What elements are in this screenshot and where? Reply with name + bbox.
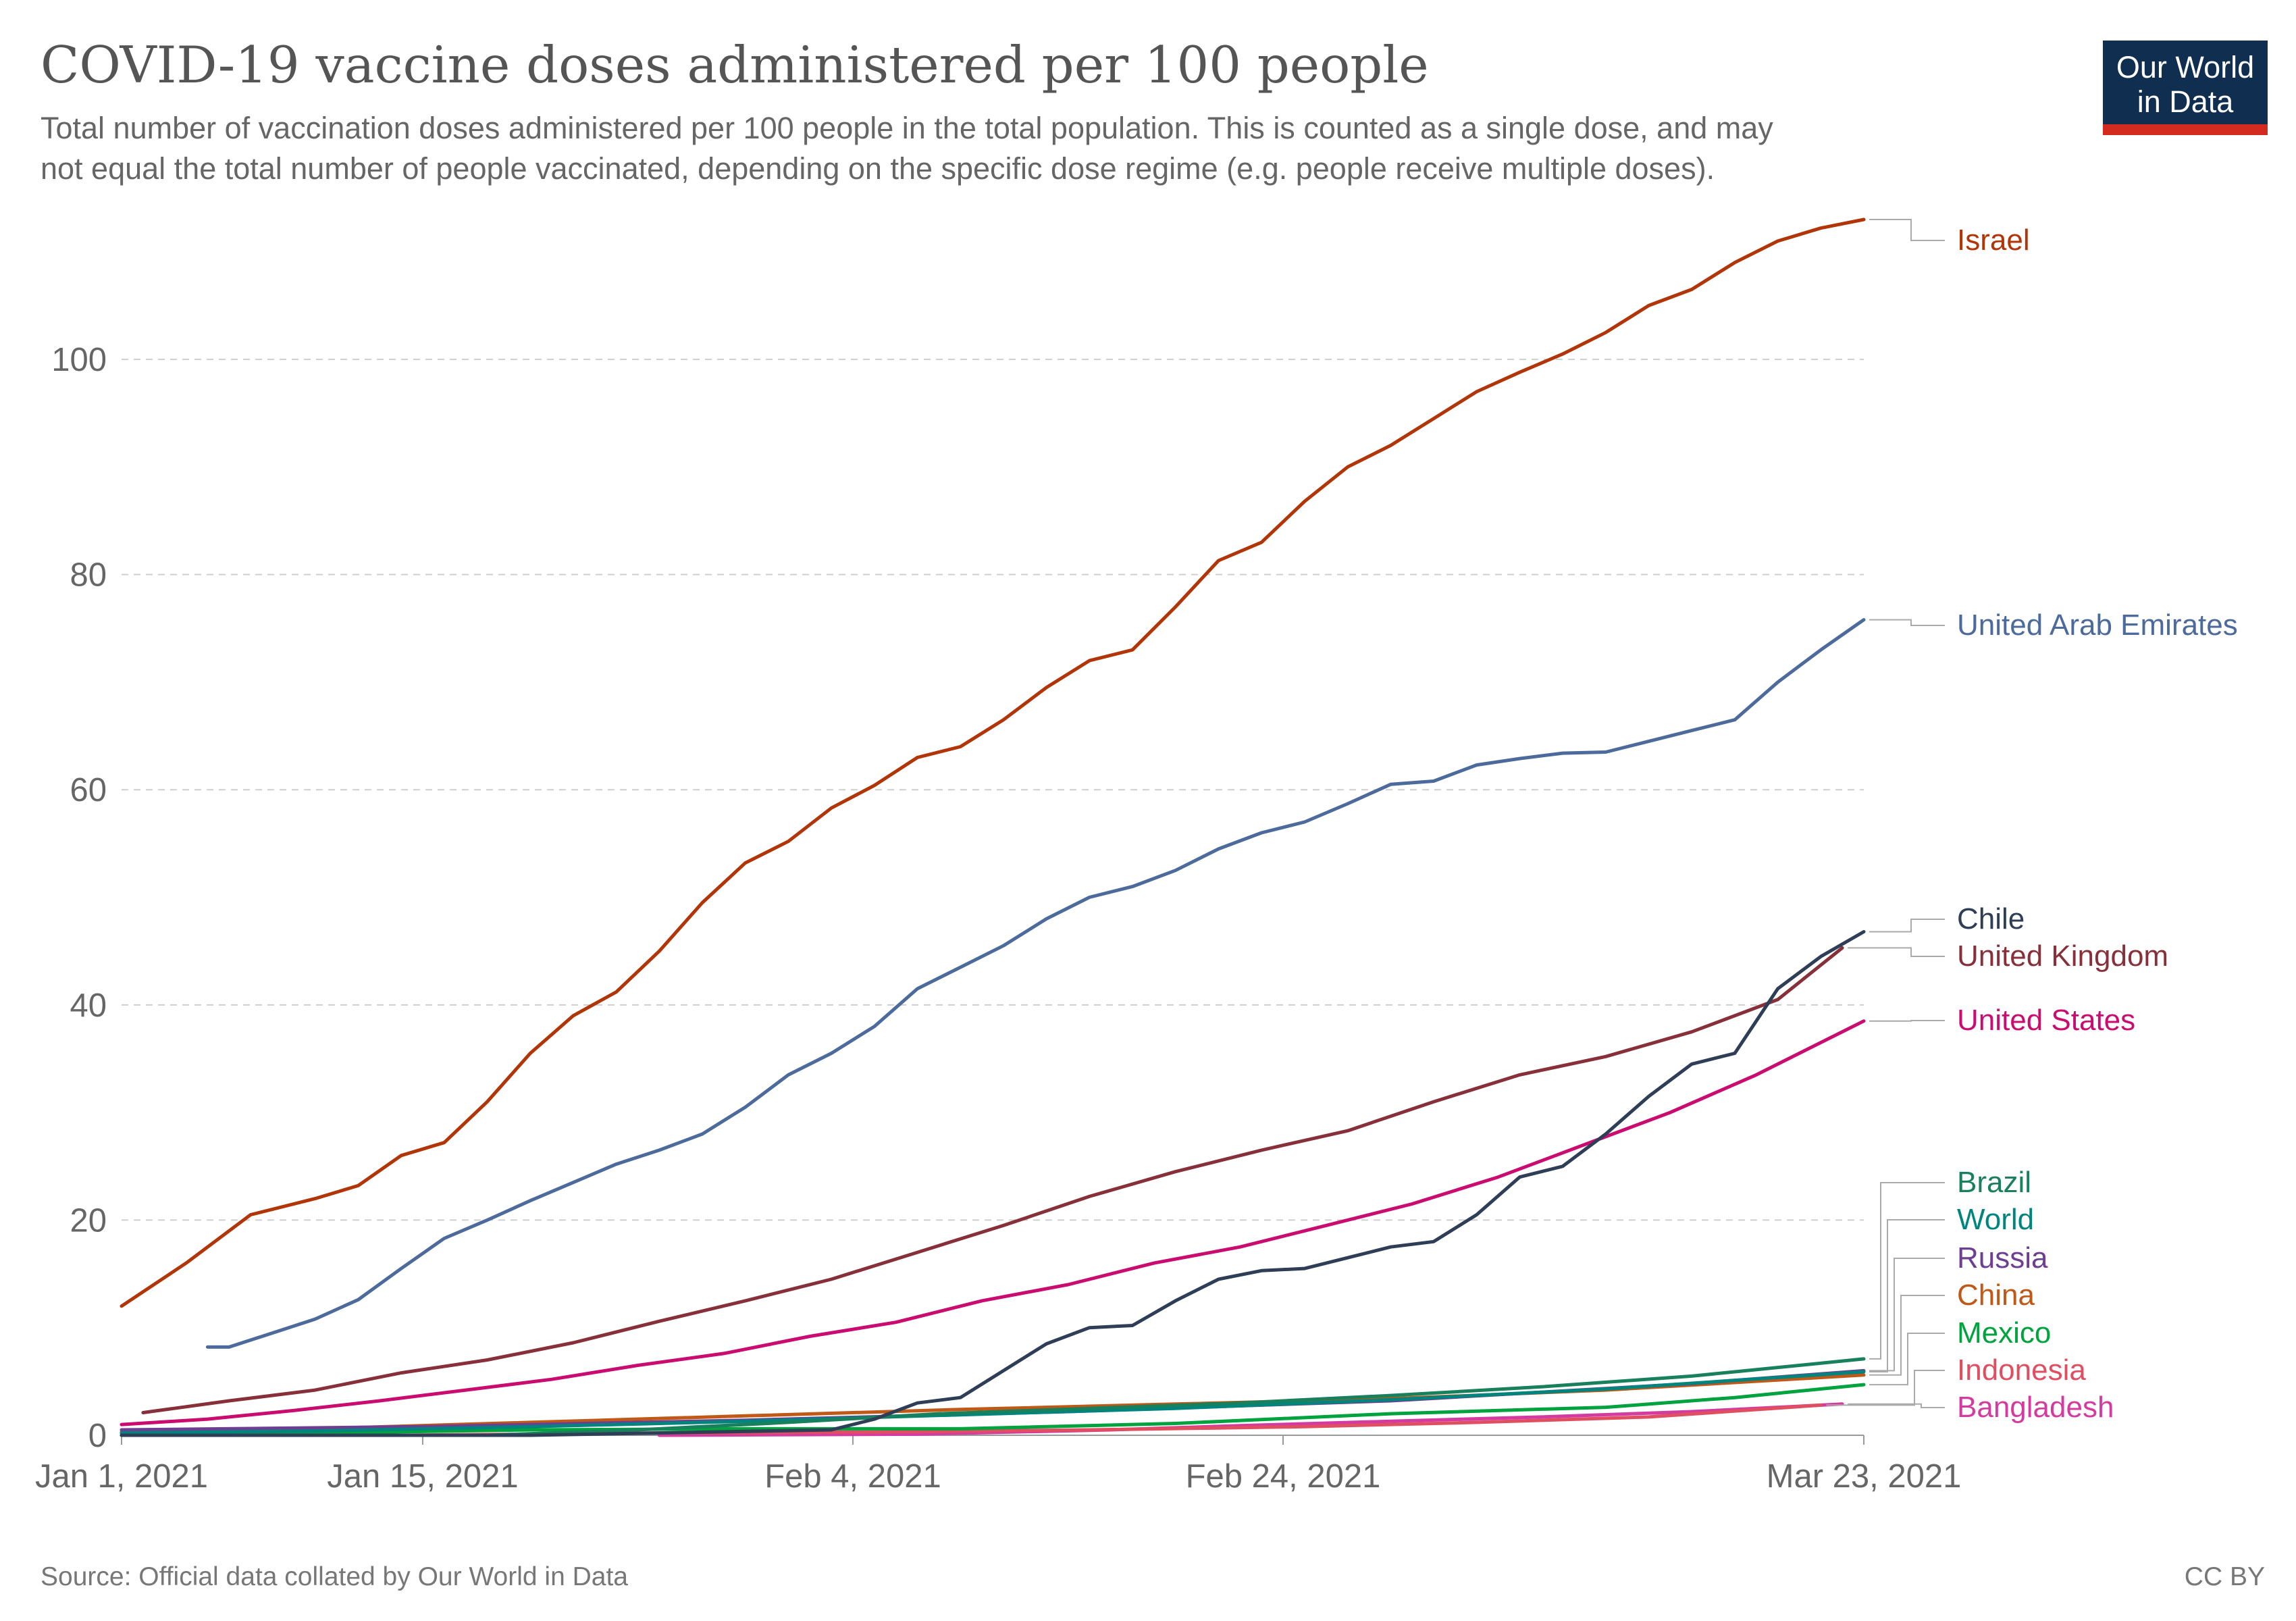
series-line-united-arab-emirates[interactable] bbox=[205, 618, 1866, 1349]
x-axis: Jan 1, 2021 Jan 15, 2021 Feb 4, 2021 Feb 24… bbox=[35, 1435, 1961, 1495]
y-tick-label: 100 bbox=[51, 342, 107, 378]
y-tick-label: 60 bbox=[70, 772, 107, 808]
label-leader-indonesia bbox=[1826, 1370, 1945, 1406]
label-leader-chile bbox=[1869, 919, 1945, 933]
x-tick-label: Jan 1, 2021 bbox=[35, 1458, 208, 1495]
label-leader-mexico bbox=[1869, 1333, 1945, 1386]
x-tick-label: Jan 15, 2021 bbox=[327, 1458, 518, 1495]
series-label-russia[interactable]: Russia bbox=[1957, 1241, 2048, 1275]
series-label-brazil[interactable]: Brazil bbox=[1957, 1166, 2031, 1199]
series-label-world[interactable]: World bbox=[1957, 1203, 2034, 1236]
logo-line2: in Data bbox=[2137, 84, 2235, 119]
series-line-brazil[interactable] bbox=[120, 1357, 1866, 1437]
label-leader-china bbox=[1869, 1295, 1945, 1376]
logo-line1: Our World bbox=[2116, 50, 2254, 84]
x-tick-label: Feb 24, 2021 bbox=[1186, 1458, 1381, 1495]
label-leader-united-arab-emirates bbox=[1869, 619, 1945, 626]
series-label-bangladesh[interactable]: Bangladesh bbox=[1957, 1391, 2114, 1424]
y-tick-label: 0 bbox=[88, 1418, 107, 1454]
series-line-israel[interactable] bbox=[120, 217, 1866, 1308]
series-label-indonesia[interactable]: Indonesia bbox=[1957, 1354, 2086, 1387]
series-lines bbox=[120, 217, 1866, 1437]
series-line-mexico[interactable] bbox=[120, 1383, 1866, 1437]
series-line-chile[interactable] bbox=[120, 930, 1866, 1437]
y-axis: 0 20 40 60 80 100 bbox=[51, 342, 107, 1454]
x-tick-label: Mar 23, 2021 bbox=[1767, 1458, 1962, 1495]
series-line-world[interactable] bbox=[120, 1370, 1866, 1435]
label-leader-brazil bbox=[1869, 1182, 1945, 1360]
label-leader-israel bbox=[1869, 219, 1945, 241]
series-label-chile[interactable]: Chile bbox=[1957, 902, 2025, 935]
owid-logo[interactable]: Our World in Data bbox=[2103, 41, 2268, 135]
label-leader-russia bbox=[1869, 1258, 1945, 1372]
series-label-united-arab-emirates[interactable]: United Arab Emirates bbox=[1957, 609, 2238, 642]
logo-background bbox=[2103, 41, 2268, 130]
label-leader-bangladesh bbox=[1848, 1403, 1945, 1408]
x-tick-label: Feb 4, 2021 bbox=[764, 1458, 941, 1495]
gridlines bbox=[122, 359, 1864, 1436]
series-line-united-states[interactable] bbox=[120, 1019, 1866, 1426]
chart-subtitle-line2: not equal the total number of people vac… bbox=[41, 151, 1715, 186]
label-leader-world bbox=[1869, 1219, 1945, 1373]
series-label-united-kingdom[interactable]: United Kingdom bbox=[1957, 940, 2168, 973]
y-tick-label: 80 bbox=[70, 557, 107, 594]
series-line-united-kingdom[interactable] bbox=[141, 946, 1844, 1414]
series-labels: Israel United Arab Emirates Chile United Ki… bbox=[1826, 219, 2238, 1424]
chart-title: COVID-19 vaccine doses administered per … bbox=[41, 35, 1429, 95]
series-label-united-states[interactable]: United States bbox=[1957, 1004, 2135, 1037]
y-tick-label: 40 bbox=[70, 987, 107, 1024]
series-label-china[interactable]: China bbox=[1957, 1279, 2035, 1312]
source-note: Source: Official data collated by Our Wo… bbox=[41, 1562, 628, 1591]
label-leader-united-kingdom bbox=[1848, 947, 1945, 957]
logo-accent-bar bbox=[2103, 124, 2268, 135]
series-label-israel[interactable]: Israel bbox=[1957, 224, 2030, 257]
license-link[interactable]: CC BY bbox=[2185, 1562, 2265, 1591]
series-label-mexico[interactable]: Mexico bbox=[1957, 1316, 2051, 1349]
y-tick-label: 20 bbox=[70, 1202, 107, 1239]
chart-subtitle-line1: Total number of vaccination doses admini… bbox=[41, 111, 1773, 145]
